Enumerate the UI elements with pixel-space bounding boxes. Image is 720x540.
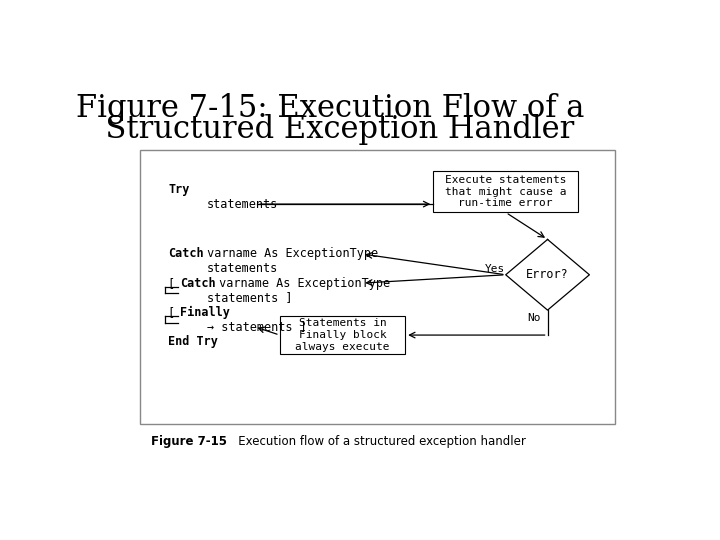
Text: statements: statements [207,198,279,211]
Text: → statements ]: → statements ] [207,320,307,333]
Text: End Try: End Try [168,335,218,348]
Text: Catch: Catch [181,276,216,289]
FancyBboxPatch shape [433,171,578,212]
Text: Execute statements
that might cause a
run-time error: Execute statements that might cause a ru… [445,175,567,208]
Text: Finally: Finally [181,306,230,319]
Text: Catch: Catch [168,247,204,260]
Text: [: [ [168,306,182,319]
Text: No: No [527,313,540,323]
Text: statements ]: statements ] [207,291,292,304]
Text: Structured Exception Handler: Structured Exception Handler [86,114,574,145]
Text: statements: statements [207,262,279,275]
Text: Figure 7-15: Figure 7-15 [151,435,228,448]
FancyBboxPatch shape [140,150,615,424]
Text: Statements in
Finally block
always execute: Statements in Finally block always execu… [295,319,390,352]
Text: Yes: Yes [485,265,505,274]
Text: [: [ [168,276,182,289]
FancyBboxPatch shape [280,316,405,354]
Text: Error?: Error? [526,268,569,281]
Text: Try: Try [168,183,189,196]
Text: varname As ExceptionType: varname As ExceptionType [200,247,378,260]
Text: Figure 7-15: Execution Flow of a: Figure 7-15: Execution Flow of a [76,93,584,124]
Text: varname As ExceptionType: varname As ExceptionType [212,276,390,289]
Text: Execution flow of a structured exception handler: Execution flow of a structured exception… [227,435,526,448]
